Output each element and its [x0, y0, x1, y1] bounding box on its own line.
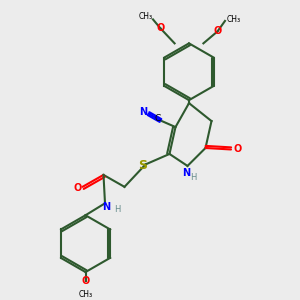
Text: CH₃: CH₃	[138, 12, 153, 21]
Text: N: N	[182, 168, 190, 178]
Text: H: H	[190, 173, 196, 182]
Text: S: S	[139, 159, 148, 172]
Text: O: O	[81, 276, 90, 286]
Text: O: O	[213, 26, 222, 36]
Text: CH₃: CH₃	[78, 290, 93, 299]
Text: H: H	[114, 206, 121, 214]
Text: O: O	[74, 183, 82, 193]
Text: CH₃: CH₃	[227, 15, 241, 24]
Text: O: O	[233, 145, 242, 154]
Text: O: O	[156, 23, 165, 33]
Text: N: N	[139, 107, 147, 117]
Text: N: N	[102, 202, 111, 212]
Text: C: C	[154, 114, 160, 123]
